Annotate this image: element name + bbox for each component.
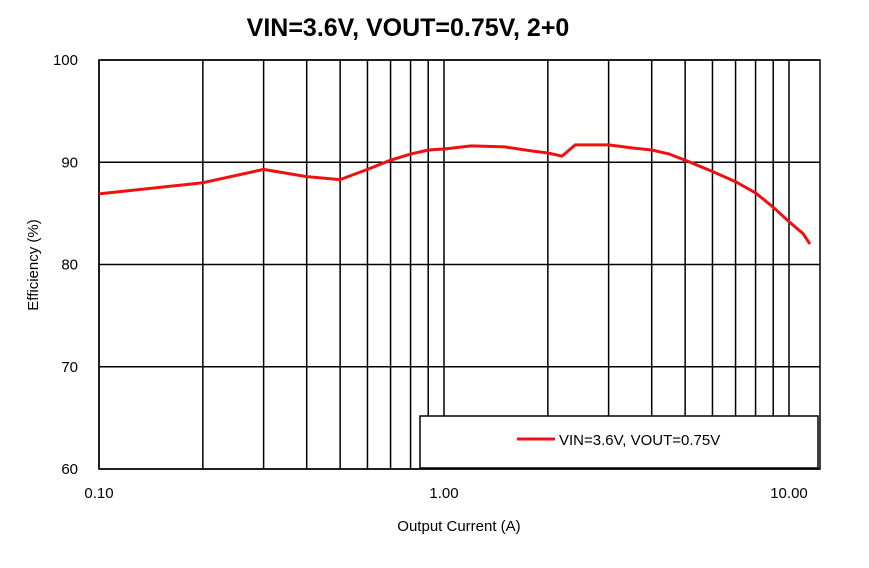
x-tick-label: 1.00: [429, 485, 458, 502]
series-line: [98, 143, 812, 245]
x-tick-label: 10.00: [770, 485, 808, 502]
series-layer: [98, 143, 812, 245]
plot-border: [98, 59, 821, 470]
y-tick-label: 80: [61, 257, 78, 274]
x-tick-label: 0.10: [84, 485, 113, 502]
y-tick-label: 60: [61, 461, 78, 478]
y-tick-label: 100: [53, 52, 78, 69]
legend-box: [419, 415, 819, 469]
grid: [98, 59, 821, 470]
y-tick-label: 70: [61, 359, 78, 376]
x-axis-label: Output Current (A): [397, 518, 520, 535]
y-tick-label: 90: [61, 154, 78, 171]
legend-label: VIN=3.6V, VOUT=0.75V: [559, 432, 720, 449]
y-axis-label: Efficiency (%): [25, 219, 42, 310]
legend: VIN=3.6V, VOUT=0.75V: [419, 415, 819, 469]
chart-title: VIN=3.6V, VOUT=0.75V, 2+0: [247, 14, 570, 42]
tick-labels: 60 70 80 90 100 0.10 1.00 10.00: [53, 52, 808, 502]
